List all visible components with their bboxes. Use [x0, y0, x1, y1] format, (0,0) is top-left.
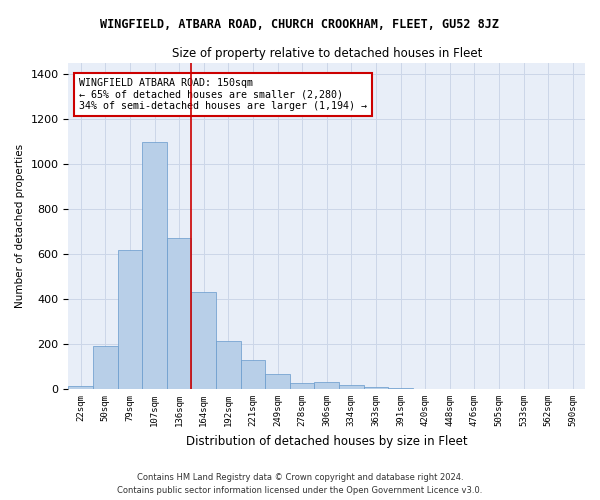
Title: Size of property relative to detached houses in Fleet: Size of property relative to detached ho… [172, 48, 482, 60]
Bar [339, 385, 364, 389]
Bar [314, 382, 339, 389]
Bar [364, 387, 388, 389]
Bar [191, 292, 216, 389]
Bar [241, 360, 265, 389]
Bar [93, 346, 118, 389]
Bar [388, 388, 413, 389]
Bar [216, 340, 241, 389]
Text: Contains HM Land Registry data © Crown copyright and database right 2024.
Contai: Contains HM Land Registry data © Crown c… [118, 474, 482, 495]
Bar [290, 384, 314, 389]
Y-axis label: Number of detached properties: Number of detached properties [15, 144, 25, 308]
Bar [265, 374, 290, 389]
X-axis label: Distribution of detached houses by size in Fleet: Distribution of detached houses by size … [186, 434, 467, 448]
Text: WINGFIELD ATBARA ROAD: 150sqm
← 65% of detached houses are smaller (2,280)
34% o: WINGFIELD ATBARA ROAD: 150sqm ← 65% of d… [79, 78, 367, 111]
Bar [68, 386, 93, 389]
Bar [118, 250, 142, 389]
Text: WINGFIELD, ATBARA ROAD, CHURCH CROOKHAM, FLEET, GU52 8JZ: WINGFIELD, ATBARA ROAD, CHURCH CROOKHAM,… [101, 18, 499, 30]
Bar [167, 238, 191, 389]
Bar [142, 142, 167, 389]
